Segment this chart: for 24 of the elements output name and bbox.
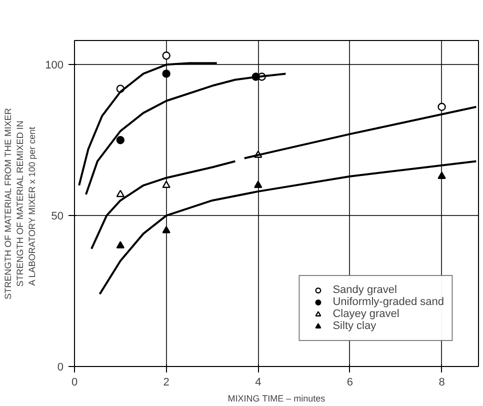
point (438, 102, 446, 111)
legend-label: Silty clay (332, 320, 376, 332)
x-tick-label: 2 (163, 376, 170, 388)
x-tick-label: 4 (255, 376, 262, 388)
point (438, 172, 446, 179)
y-tick-label: 0 (57, 362, 64, 374)
point (162, 226, 170, 234)
x-axis-title: MIXING TIME – minutes (228, 394, 326, 404)
x-tick-label: 0 (71, 376, 78, 388)
y-tick-label: 50 (51, 210, 64, 223)
y-axis-title: STRENGTH OF MATERIAL FROM THE MIXER STRENGTH OF MATERIAL REMIXED IN A LABORATORY MIXER x 100 per cent (3, 108, 38, 300)
point (116, 241, 125, 248)
point (254, 180, 262, 188)
x-tick-label: 8 (438, 376, 445, 388)
legend-label: Uniformly-graded sand (332, 296, 444, 308)
point (116, 190, 125, 198)
point (116, 136, 125, 144)
legend-label: Sandy gravel (332, 284, 397, 296)
y-tick-label: 100 (45, 60, 64, 72)
point (162, 52, 170, 60)
x-tick-label: 6 (346, 376, 354, 388)
point (162, 180, 170, 188)
legend-label: Clayey gravel (332, 308, 400, 320)
point (162, 70, 170, 78)
